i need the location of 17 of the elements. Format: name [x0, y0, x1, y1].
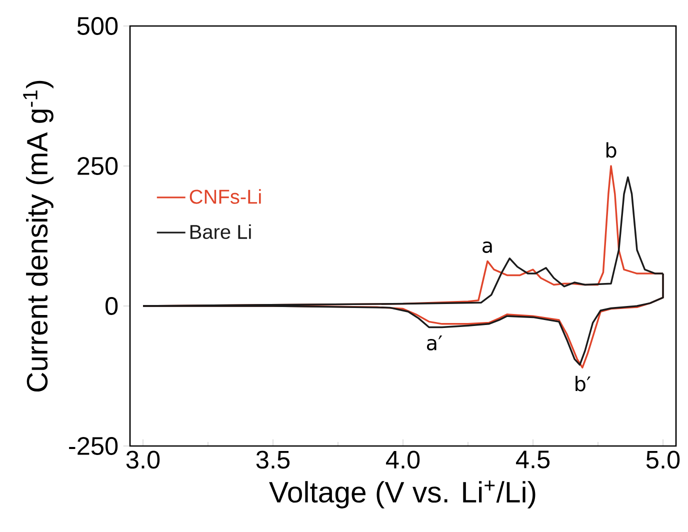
x-tick-label: 3.5: [256, 450, 290, 469]
y-tick-label: 0: [106, 297, 118, 315]
y-tick-label: 500: [77, 17, 118, 35]
annotation: a′: [427, 336, 442, 350]
y-axis-title: Current density (mA g$^{-1}$): [23, 80, 54, 392]
annotation: a: [482, 241, 492, 253]
legend-label: CNFs-Li: [190, 189, 261, 204]
x-axis-title: Voltage (V vs. Li$^{+}$/Li): [269, 480, 536, 508]
y-tick-label: -250: [69, 437, 118, 455]
legend-label: Bare Li: [190, 224, 251, 240]
x-tick-label: 5.0: [646, 450, 680, 469]
y-tick-label: 250: [78, 157, 118, 175]
annotation: b: [606, 142, 616, 158]
x-tick-label: 4.5: [516, 450, 550, 468]
annotation: b′: [576, 376, 591, 392]
x-tick-label: 3.0: [126, 450, 160, 469]
x-tick-label: 4.0: [386, 450, 420, 469]
